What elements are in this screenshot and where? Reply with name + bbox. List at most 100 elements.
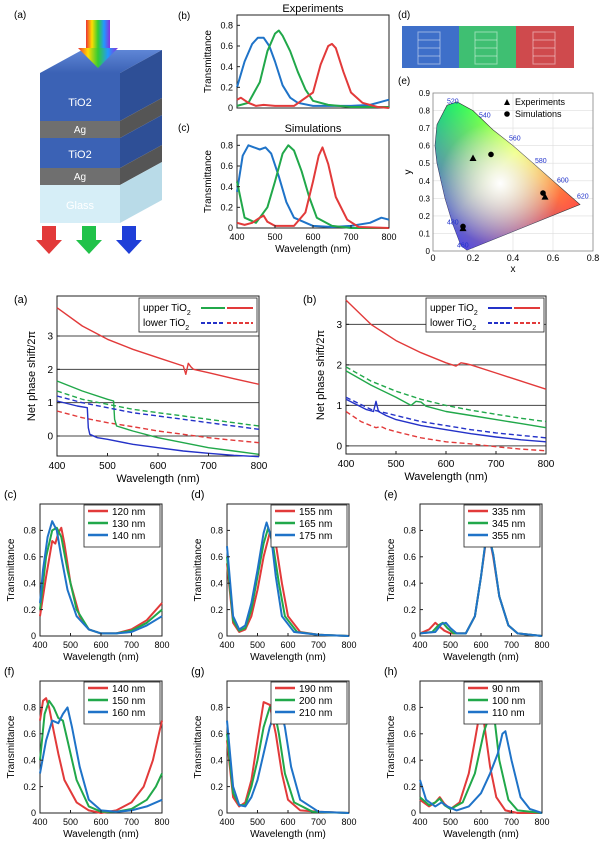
series-line-0: [236, 36, 390, 107]
series-line-160-nm: [39, 706, 163, 813]
x-tick-label: 800: [534, 817, 549, 827]
series-line-345-nm: [419, 532, 543, 637]
x-tick-label: 0.6: [547, 253, 560, 263]
legend-marker-triangle: [504, 99, 510, 105]
x-tick-label: 800: [534, 640, 549, 650]
x-tick-label: 600: [305, 232, 320, 242]
side-tio2-bottom: [120, 115, 162, 168]
x-tick-label: 500: [250, 640, 265, 650]
x-tick-label: 500: [99, 461, 116, 472]
series-line-140-nm: [39, 520, 163, 635]
series-line-175-nm: [226, 521, 350, 637]
y-tick-label: 0.6: [23, 729, 36, 739]
y-tick-label: 0: [228, 223, 233, 233]
y-tick-label: 0.6: [220, 161, 233, 171]
legend-label-lower: lower TiO2: [430, 318, 476, 332]
y-tick-label: 0.8: [23, 526, 36, 536]
y-tick-label: 0.9: [419, 89, 431, 98]
y-tick-label: 0: [31, 808, 36, 818]
x-tick-label: 500: [443, 817, 458, 827]
x-tick-label: 700: [200, 461, 217, 472]
incident-light-arrow: [78, 20, 118, 68]
y-tick-label: 0.3: [419, 194, 431, 203]
panel-label-a-mid: (a): [14, 294, 27, 306]
x-tick-label: 400: [219, 817, 234, 827]
locus-label: 480: [447, 220, 459, 227]
y-tick-label: 0.4: [220, 62, 233, 72]
y-axis-label: Transmittance: [386, 538, 397, 601]
x-tick-label: 500: [443, 640, 458, 650]
x-axis-label: Wavelength (nm): [250, 829, 326, 840]
y-tick-label: 0: [47, 432, 53, 443]
series-line-0: [236, 144, 390, 228]
chart-title: Experiments: [282, 3, 344, 15]
x-tick-label: 800: [341, 640, 356, 650]
series-line-3: [345, 366, 547, 423]
x-axis-label: x: [511, 264, 516, 275]
y-tick-label: 1: [47, 398, 53, 409]
y-tick-label: 0.2: [23, 605, 36, 615]
x-tick-label: 500: [388, 459, 405, 470]
x-axis-label: Wavelength (nm): [443, 652, 519, 663]
y-tick-label: 0.6: [210, 552, 223, 562]
y-tick-label: 3: [47, 332, 53, 343]
locus-label: 540: [479, 113, 491, 120]
y-tick-label: 0.8: [419, 107, 431, 116]
legend-label: 210 nm: [299, 708, 332, 719]
y-tick-label: 0.2: [403, 605, 416, 615]
legend-label: 345 nm: [492, 519, 525, 530]
legend-label: 100 nm: [492, 696, 525, 707]
y-tick-label: 0.2: [210, 782, 223, 792]
x-tick-label: 600: [280, 817, 295, 827]
series-line-100-nm: [419, 713, 543, 814]
series-line-355-nm: [419, 534, 543, 637]
data-point-simulation: [540, 190, 546, 196]
chart-c: 0 0.2 0.4 0.6 0.8 400 500 600 700 800 Wavelength (…: [4, 489, 170, 663]
x-axis-label: Wavelength (nm): [63, 829, 139, 840]
legend-box: [138, 297, 258, 333]
photo-blue-filter: [402, 26, 459, 68]
y-tick-label: 1: [336, 401, 342, 412]
y-tick-label: 0.6: [220, 41, 233, 51]
legend-label: Simulations: [515, 109, 562, 119]
output-arrow-blue: [116, 226, 142, 254]
x-tick-label: 600: [93, 817, 108, 827]
data-point-experiment: [469, 154, 477, 161]
x-axis-label: Wavelength (nm): [275, 244, 351, 255]
locus-label: 560: [509, 135, 521, 142]
legend-label: 190 nm: [299, 684, 332, 695]
y-tick-label: 0.2: [220, 202, 233, 212]
x-tick-label: 700: [124, 640, 139, 650]
series-line-1: [236, 144, 389, 229]
y-tick-label: 0.5: [419, 159, 431, 168]
legend-label: 355 nm: [492, 531, 525, 542]
y-axis-label: Transmittance: [203, 30, 214, 93]
photo-red-filter: [516, 26, 574, 68]
y-tick-label: 0.8: [220, 20, 233, 30]
panel-label: (e): [384, 489, 397, 501]
side-tio2-top: [120, 50, 162, 121]
y-tick-label: 2: [336, 360, 342, 371]
layer-ag-top: [40, 121, 120, 138]
series-line-4: [345, 398, 547, 443]
panel-label-e-top: (e): [398, 76, 410, 87]
y-tick-label: 0.8: [23, 703, 36, 713]
series-line-5: [56, 395, 260, 430]
y-tick-label: 0.1: [419, 229, 431, 238]
cie-gamut-white: [435, 101, 580, 251]
x-tick-label: 700: [504, 817, 519, 827]
series-line-210-nm: [226, 706, 350, 814]
y-tick-label: 0.8: [210, 703, 223, 713]
series-line-2: [236, 146, 390, 229]
y-tick-label: 0.2: [23, 782, 36, 792]
series-line-1: [56, 410, 260, 444]
legend-label: 335 nm: [492, 507, 525, 518]
series-line-1: [236, 29, 389, 108]
y-tick-label: 0.6: [210, 729, 223, 739]
chart-h: 0 0.2 0.4 0.6 0.8 400 500 600 700 800 Wavelength (…: [384, 666, 550, 840]
panel-label-a-top: (a): [14, 10, 26, 21]
legend-label: 140 nm: [112, 531, 145, 542]
y-axis-label: Transmittance: [193, 538, 204, 601]
chart-g: 0 0.2 0.4 0.6 0.8 400 500 600 700 800 Wavelength (…: [191, 666, 357, 840]
y-tick-label: 0.2: [419, 212, 431, 221]
